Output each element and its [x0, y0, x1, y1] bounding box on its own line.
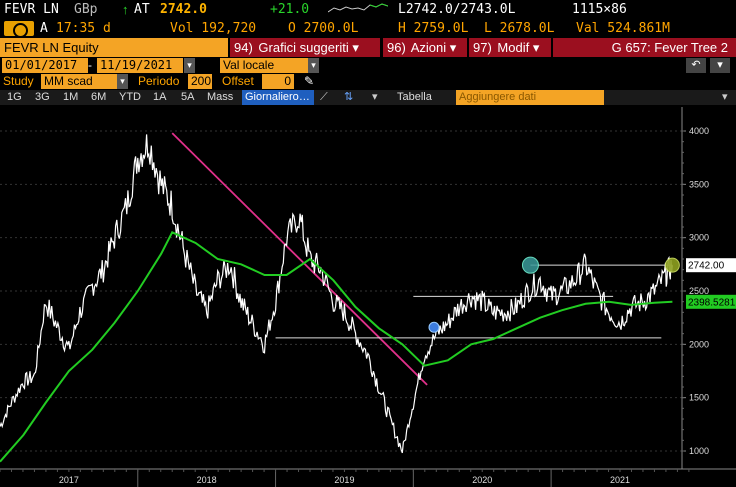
up-arrow-icon: ↑: [122, 2, 129, 17]
study-select[interactable]: MM scad: [41, 74, 117, 89]
low-price: L 2678.0L: [484, 21, 555, 36]
at-label: AT: [134, 2, 150, 17]
event-marker-icon: [428, 321, 440, 333]
period-label: Periodo: [138, 74, 180, 88]
sparkline-icon: [328, 3, 388, 13]
chart-toolbar: 1G 3G 1M 6M YTD 1A 5A Mass Giornaliero… …: [0, 90, 736, 105]
period-max[interactable]: Mass: [207, 91, 234, 103]
edit-button[interactable]: 97) Modif ▾: [469, 38, 551, 57]
x-tick-label: 2021: [610, 475, 630, 485]
y-tick-label: 3500: [689, 179, 709, 189]
x-tick-label: 2020: [472, 475, 492, 485]
period-1d[interactable]: 1G: [7, 91, 22, 103]
exchange-flag: A: [40, 21, 48, 36]
chart-template-label[interactable]: G 657: Fever Tree 2: [553, 38, 736, 57]
chevron-down-icon[interactable]: ▾: [722, 91, 728, 103]
quote-time: 17:35 d: [56, 21, 111, 36]
security-input[interactable]: FEVR LN Equity: [0, 38, 228, 57]
study-label: Study: [3, 74, 34, 88]
offset-input[interactable]: 0: [262, 74, 294, 89]
y-tick-label: 1000: [689, 446, 709, 456]
y-axis: 1000 1500 2000 2500 3000 3500 4000: [681, 107, 709, 469]
bid-ask-size: 1115×86: [572, 2, 627, 17]
volume: Vol 192,720: [170, 21, 257, 36]
x-axis: 2017 2018 2019 2020 2021: [0, 468, 736, 487]
last-price: 2742.0: [160, 2, 207, 17]
currency-mode-select[interactable]: Val locale: [220, 58, 308, 73]
table-button[interactable]: Tabella: [397, 91, 432, 103]
command-bar: FEVR LN Equity 94) Grafici suggeriti ▾ 9…: [0, 38, 736, 57]
high-price: H 2759.0L: [398, 21, 469, 36]
y-tick-label: 3000: [689, 233, 709, 243]
x-tick-label: 2019: [334, 475, 354, 485]
currency: GBp: [74, 2, 98, 17]
offset-label: Offset: [222, 74, 254, 88]
study-bar: Study MM scad ▾ Periodo 200 Offset 0 ✎: [0, 74, 736, 89]
chevron-down-icon[interactable]: ▾: [308, 58, 319, 73]
pencil-icon[interactable]: ✎: [304, 74, 315, 88]
period-ytd[interactable]: YTD: [119, 91, 141, 103]
x-tick-label: 2018: [197, 475, 217, 485]
trendline: [171, 132, 428, 386]
bid-ask: L2742.0/2743.0L: [398, 2, 516, 17]
breakout-marker-icon: [521, 256, 539, 274]
x-tick-label: 2017: [59, 475, 79, 485]
clock-icon[interactable]: [4, 21, 34, 38]
moving-average-line: [0, 230, 673, 463]
y-tick-label: 4000: [689, 126, 709, 136]
period-5y[interactable]: 5A: [181, 91, 195, 103]
grafici-label: Grafici suggeriti: [258, 40, 349, 55]
chevron-down-icon: ▾: [352, 40, 359, 55]
chevron-down-icon[interactable]: ▾: [117, 74, 128, 89]
axis-tags: 2742.00 2398.5281: [686, 258, 736, 309]
y-tick-label: 1500: [689, 393, 709, 403]
period-input[interactable]: 200: [188, 74, 212, 89]
chart-annotations: [171, 132, 673, 386]
chevron-down-icon: ▾: [449, 40, 457, 55]
open-price: O 2700.0L: [288, 21, 359, 36]
traded-value: Val 524.861M: [576, 21, 670, 36]
modif-label: Modif: [497, 40, 530, 55]
price-series-line: [0, 134, 673, 454]
line-chart-icon[interactable]: ⟋: [320, 91, 328, 103]
last-price-tag: 2742.00: [688, 261, 725, 272]
suggested-charts-button[interactable]: 94) Grafici suggeriti ▾: [230, 38, 380, 57]
end-date-input[interactable]: 11/19/2021: [97, 58, 183, 73]
ma-value-tag: 2398.5281: [688, 297, 736, 308]
add-data-input[interactable]: Aggiungere dati: [456, 90, 604, 105]
frequency-select[interactable]: Giornaliero…: [242, 90, 314, 105]
ma-tag-bg: [686, 294, 736, 309]
undo-icon[interactable]: ↶: [686, 58, 706, 73]
calendar-dropdown-icon[interactable]: ▾: [184, 58, 195, 73]
date-range-bar: 01/01/2017 - 11/19/2021 ▾ Val locale ▾: [0, 58, 736, 73]
period-1y[interactable]: 1A: [153, 91, 167, 103]
modif-number: 97): [473, 40, 492, 55]
y-tick-label: 2500: [689, 286, 709, 296]
date-separator: -: [88, 58, 92, 72]
candle-chart-icon[interactable]: ⇅: [344, 91, 354, 103]
start-date-input[interactable]: 01/01/2017: [2, 58, 88, 73]
chart-markers: [428, 256, 680, 333]
redo-icon[interactable]: ▾: [710, 58, 730, 73]
last-price-tag-bg: [686, 258, 736, 273]
y-tick-label: 2000: [689, 339, 709, 349]
ticker: FEVR LN: [4, 2, 59, 17]
period-1m[interactable]: 1M: [63, 91, 79, 103]
actions-button[interactable]: 96) Azioni ▾: [383, 38, 467, 57]
period-3d[interactable]: 3G: [35, 91, 50, 103]
frequency-label: Giornaliero: [245, 91, 299, 103]
price-change: +21.0: [270, 2, 310, 17]
azioni-number: 96): [387, 40, 406, 55]
quote-bar: FEVR LN GBp ↑ AT 2742.0 +21.0 L2742.0/27…: [0, 0, 736, 20]
grafici-number: 94): [234, 40, 253, 55]
chevron-down-icon[interactable]: ▾: [372, 91, 378, 103]
info-bar: A 17:35 d Vol 192,720 O 2700.0L H 2759.0…: [0, 20, 736, 38]
period-6m[interactable]: 6M: [91, 91, 107, 103]
chevron-down-icon: ▾: [532, 40, 540, 55]
azioni-label: Azioni: [410, 40, 447, 55]
current-marker-icon: [664, 257, 680, 273]
